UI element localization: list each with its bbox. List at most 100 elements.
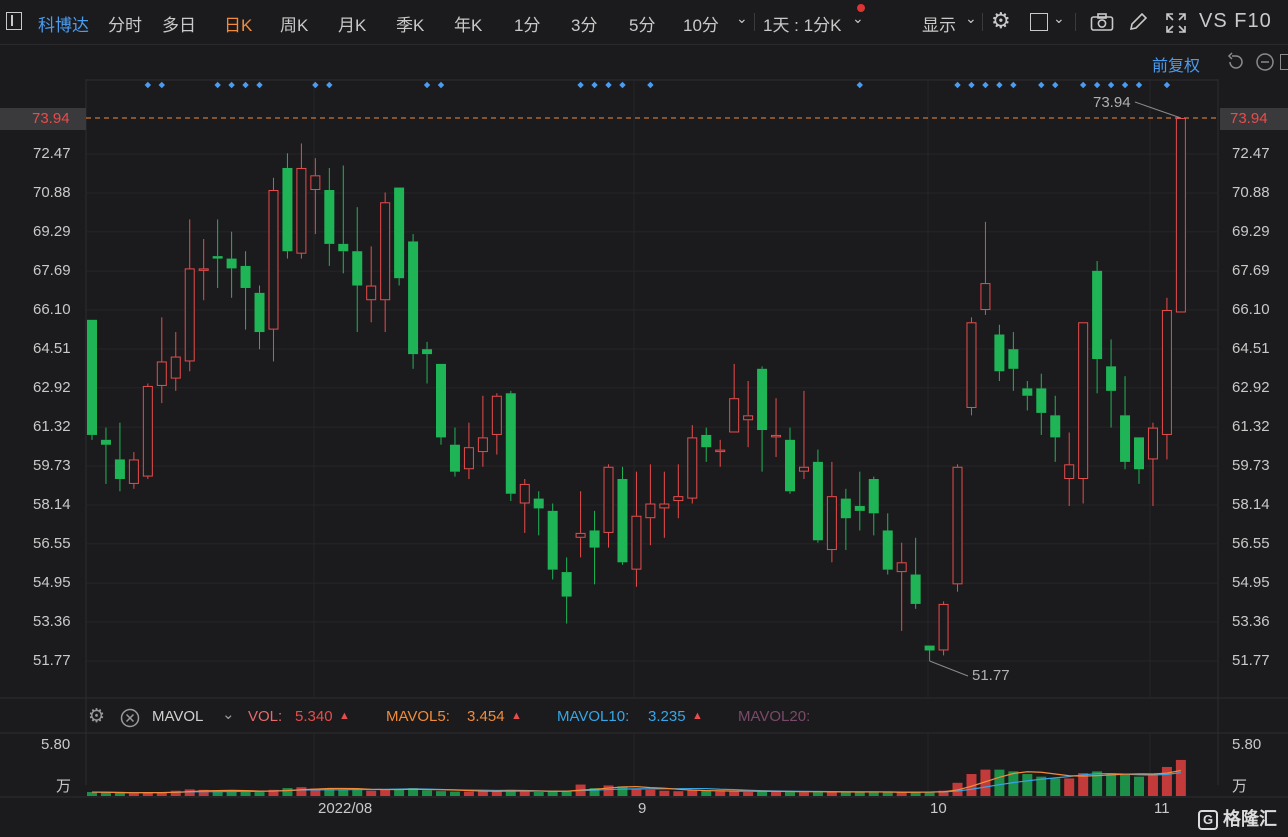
volume-bar (254, 792, 265, 796)
candle-body (715, 449, 726, 453)
multi-period-select[interactable]: 1天 : 1分K (763, 16, 842, 35)
candle (561, 557, 572, 624)
square-icon[interactable] (1030, 13, 1048, 31)
candle (1161, 297, 1172, 460)
vol-label: VOL: (248, 708, 283, 725)
candle-body (743, 415, 754, 421)
candle-body (240, 265, 251, 288)
volume-bar (1120, 774, 1131, 796)
candle (282, 153, 293, 259)
signal-marker (326, 81, 333, 89)
kline-chart[interactable] (0, 44, 1288, 837)
candle (310, 158, 321, 235)
signal-marker (1010, 81, 1017, 89)
candle-body (1036, 388, 1047, 413)
tab-year-k[interactable]: 年K (454, 16, 483, 35)
volume-bar (868, 792, 879, 796)
volume-axis-top-right: 5.80 (1232, 736, 1262, 753)
volume-bar (980, 769, 991, 796)
indicator-name[interactable]: MAVOL (152, 708, 204, 725)
y-tick-label: 54.95 (33, 574, 71, 592)
tab-5min[interactable]: 5分 (629, 16, 656, 35)
tab-month-k[interactable]: 月K (338, 16, 367, 35)
y-tick-label: 70.88 (1232, 183, 1270, 201)
candle (938, 601, 949, 656)
panel-edge-handle[interactable] (1280, 54, 1288, 70)
candle-body (1147, 427, 1158, 460)
candle (491, 393, 502, 455)
candle (422, 341, 433, 384)
chevron-down-icon[interactable]: ⌄ (852, 10, 864, 26)
camera-icon[interactable] (1090, 12, 1114, 32)
tab-fenshi[interactable]: 分时 (108, 16, 142, 35)
vs-f10-button[interactable]: VS F10 (1199, 10, 1272, 32)
candle-body (840, 498, 851, 519)
candle (198, 238, 209, 301)
chevron-down-icon[interactable]: ⌄ (965, 10, 977, 26)
candle (1147, 422, 1158, 506)
volume-bar (729, 791, 740, 796)
candle-body (1008, 349, 1019, 369)
volume-bar (87, 792, 97, 796)
volume-bar (589, 788, 600, 796)
current-price-tag-left: 73.94 (0, 108, 86, 130)
x-label-aug: 2022/08 (318, 800, 373, 817)
undo-icon[interactable] (1226, 52, 1246, 72)
high-price-label: 73.94 (1093, 94, 1131, 111)
close-icon[interactable] (120, 708, 140, 728)
candle (533, 491, 544, 536)
volume-bar (798, 792, 809, 796)
y-tick-label: 66.10 (33, 301, 71, 319)
candle (589, 510, 600, 585)
candle (338, 165, 349, 274)
chevron-down-icon[interactable]: ⌄ (736, 10, 748, 26)
volume-bar (1134, 776, 1144, 796)
tab-week-k[interactable]: 周K (280, 16, 309, 35)
candle (617, 466, 628, 565)
tab-10min[interactable]: 10分 (683, 16, 719, 35)
signal-marker (619, 81, 626, 89)
candle-body (268, 190, 279, 330)
candle (854, 471, 865, 531)
y-tick-label: 72.47 (1232, 145, 1270, 162)
candle-body (994, 334, 1005, 372)
candle (687, 425, 698, 504)
mavol10-value: 3.235 (648, 708, 686, 725)
sidebar-toggle-icon[interactable] (6, 12, 22, 30)
candle (785, 427, 795, 494)
divider (982, 13, 983, 31)
volume-bar (114, 792, 125, 796)
tab-season-k[interactable]: 季K (396, 16, 425, 35)
volume-bar (282, 788, 293, 796)
candle (296, 143, 307, 259)
candle (631, 471, 642, 587)
mavol20-label: MAVOL20: (738, 708, 811, 725)
pencil-icon[interactable] (1128, 12, 1148, 32)
gear-icon[interactable]: ⚙ (991, 8, 1011, 33)
chevron-down-icon[interactable]: ⌄ (1053, 10, 1065, 26)
tab-day-k[interactable]: 日K (224, 16, 253, 35)
candle (1008, 332, 1019, 391)
candle (519, 479, 530, 533)
mavol5-value: 3.454 (467, 708, 505, 725)
signal-marker (1038, 81, 1045, 89)
divider (1075, 13, 1076, 31)
candle-body (729, 398, 740, 433)
y-tick-label: 67.69 (33, 262, 71, 280)
chevron-down-icon[interactable]: ⌄ (222, 706, 235, 723)
gear-icon[interactable]: ⚙ (88, 706, 106, 727)
brand-logo: G 格隆汇 (1198, 805, 1277, 831)
volume-bar (366, 790, 377, 796)
tab-1min[interactable]: 1分 (514, 16, 541, 35)
price-adjust-select[interactable]: 前复权 (1152, 58, 1201, 75)
fullscreen-icon[interactable] (1165, 12, 1187, 34)
tab-duori[interactable]: 多日 (162, 16, 196, 35)
volume-bar (645, 789, 656, 796)
candle-body (142, 385, 153, 477)
display-menu[interactable]: 显示 (922, 16, 956, 35)
signal-marker (228, 81, 235, 89)
zoom-out-icon[interactable] (1255, 52, 1275, 72)
stock-name[interactable]: 科博达 (38, 16, 89, 35)
candle (100, 427, 111, 484)
tab-3min[interactable]: 3分 (571, 16, 598, 35)
